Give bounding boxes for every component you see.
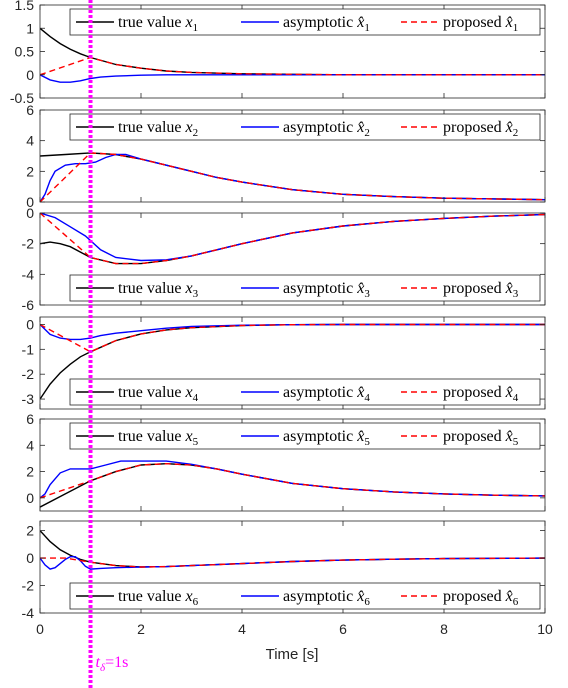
- y-tick-label: -6: [22, 297, 35, 313]
- y-tick-label: -4: [22, 266, 35, 282]
- y-tick-label: 6: [26, 102, 34, 118]
- y-tick-label: 2: [26, 523, 34, 539]
- legend-label-true: true value x5: [118, 428, 199, 448]
- legend: true value x6 asymptotic x̂6 proposed x̂6: [69, 582, 541, 610]
- y-tick-label: 2: [26, 163, 34, 179]
- series-line-asymptotic-1: [40, 74, 545, 83]
- series-line-proposed-1: [40, 56, 545, 76]
- y-tick-label: -3: [22, 391, 35, 407]
- subplot-2: 0 2 4 6 true value x2 asymptotic x̂2 proposed …: [26, 102, 546, 210]
- subplot-6: -4 -2 0 2 true value x6 asymptotic x̂6 propose…: [22, 520, 546, 621]
- series-line-true-3: [40, 213, 545, 265]
- legend-box: [69, 422, 541, 450]
- series-line-proposed-2: [40, 152, 545, 202]
- subplots-group: -0.5 0 0.5 1 1.5 true value x1 asymptotic x̂1 p…: [10, 0, 553, 637]
- y-tick-label: 1: [26, 20, 34, 36]
- legend-label-proposed: proposed x̂3: [443, 280, 519, 300]
- legend-label-asymptotic: asymptotic x̂3: [283, 280, 370, 300]
- legend-label-proposed: proposed x̂2: [443, 119, 518, 139]
- legend-label-proposed: proposed x̂5: [443, 428, 519, 448]
- series-line-asymptotic-2: [40, 153, 545, 202]
- y-tick-label: 0: [26, 205, 34, 221]
- legend: true value x4 asymptotic x̂4 proposed x̂4: [69, 378, 541, 406]
- legend-box: [69, 378, 541, 406]
- axes-box: [39, 316, 546, 410]
- legend-label-proposed: proposed x̂6: [443, 588, 519, 608]
- y-tick-label: -2: [22, 366, 35, 382]
- legend-box: [69, 582, 541, 610]
- subplot-3: -6 -4 -2 0 true value x3 asymptotic x̂3 propos…: [22, 205, 546, 313]
- legend-label-asymptotic: asymptotic x̂1: [283, 14, 370, 34]
- t-delta-marker: tδ=1s: [88, 0, 129, 688]
- legend-box: [69, 113, 541, 141]
- series-line-asymptotic-4: [40, 323, 545, 341]
- subplot-1: -0.5 0 0.5 1 1.5 true value x1 asymptotic x̂1 p…: [10, 0, 546, 106]
- legend-box: [69, 8, 541, 36]
- series-line-asymptotic-6: [40, 556, 545, 570]
- y-tick-label: -4: [22, 605, 35, 621]
- y-tick-label: 0: [26, 490, 34, 506]
- series-line-proposed-4: [40, 323, 545, 353]
- x-tick-label: 8: [440, 621, 448, 637]
- legend-label-asymptotic: asymptotic x̂5: [283, 428, 370, 448]
- series-line-proposed-3: [40, 213, 545, 265]
- legend: true value x5 asymptotic x̂5 proposed x̂5: [69, 422, 541, 450]
- legend-label-true: true value x2: [118, 119, 198, 139]
- x-tick-label: 4: [238, 621, 246, 637]
- axes-box: [39, 212, 546, 306]
- series-line-asymptotic-5: [40, 460, 545, 499]
- series-line-proposed-5: [40, 462, 545, 499]
- axes-box: [39, 109, 546, 203]
- y-tick-label: 0: [26, 316, 34, 332]
- y-tick-label: 1.5: [15, 0, 35, 13]
- x-axis-label: Time [s]: [266, 646, 319, 663]
- y-tick-label: -0.5: [10, 90, 34, 106]
- y-tick-label: 4: [26, 437, 34, 453]
- legend-label-true: true value x6: [118, 588, 199, 608]
- legend: true value x2 asymptotic x̂2 proposed x̂2: [69, 113, 541, 141]
- legend-label-true: true value x1: [118, 14, 198, 34]
- legend-label-true: true value x4: [118, 384, 199, 404]
- legend-label-proposed: proposed x̂4: [443, 384, 519, 404]
- series-line-true-2: [40, 152, 545, 201]
- axes-box: [39, 520, 546, 614]
- y-tick-label: 2: [26, 464, 34, 480]
- x-tick-label: 10: [537, 621, 553, 637]
- series-line-asymptotic-3: [40, 213, 545, 262]
- legend-label-asymptotic: asymptotic x̂6: [283, 588, 370, 608]
- legend-label-asymptotic: asymptotic x̂4: [283, 384, 370, 404]
- legend-label-true: true value x3: [118, 280, 199, 300]
- y-tick-label: 4: [26, 133, 34, 149]
- legend: true value x3 asymptotic x̂3 proposed x̂3: [69, 274, 541, 302]
- axes-box: [39, 418, 546, 512]
- y-tick-label: 0: [26, 194, 34, 210]
- y-tick-label: 0: [26, 67, 34, 83]
- y-tick-label: 6: [26, 411, 34, 427]
- legend-label-asymptotic: asymptotic x̂2: [283, 119, 370, 139]
- series-line-true-5: [40, 462, 545, 508]
- subplot-4: -3 -2 -1 0 true value x4 asymptotic x̂4 propos…: [22, 316, 546, 410]
- legend-box: [69, 274, 541, 302]
- x-tick-label: 6: [339, 621, 347, 637]
- legend: true value x1 asymptotic x̂1 proposed x̂1: [69, 8, 541, 36]
- t-delta-label: tδ=1s: [96, 654, 129, 674]
- y-tick-label: -1: [22, 341, 35, 357]
- y-tick-label: 0: [26, 550, 34, 566]
- x-tick-label: 2: [137, 621, 145, 637]
- y-tick-label: 0.5: [15, 44, 35, 60]
- x-tick-label: 0: [36, 621, 44, 637]
- legend-label-proposed: proposed x̂1: [443, 14, 518, 34]
- y-tick-label: -2: [22, 578, 35, 594]
- subplot-5: 0 2 4 6 true value x5 asymptotic x̂5 proposed …: [26, 411, 546, 512]
- y-tick-label: -2: [22, 236, 35, 252]
